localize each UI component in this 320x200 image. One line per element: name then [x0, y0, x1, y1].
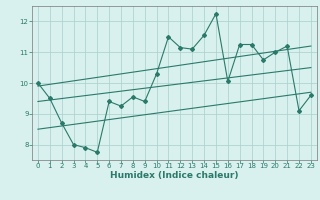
X-axis label: Humidex (Indice chaleur): Humidex (Indice chaleur) — [110, 171, 239, 180]
